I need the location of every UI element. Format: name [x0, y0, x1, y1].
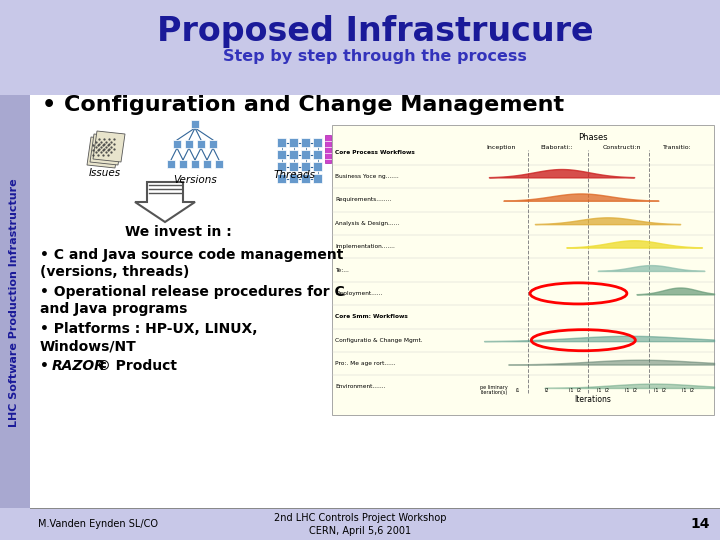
Text: © Product: © Product	[97, 359, 177, 373]
Text: Elaborati::: Elaborati::	[541, 145, 573, 150]
Text: Deployment......: Deployment......	[335, 291, 382, 296]
Text: Configuratio & Change Mgmt.: Configuratio & Change Mgmt.	[335, 338, 423, 343]
Bar	[301, 150, 310, 159]
Text: Threads: Threads	[274, 170, 316, 180]
Text: Proposed Infrastrucure: Proposed Infrastrucure	[157, 16, 593, 49]
Text: and Java programs: and Java programs	[40, 302, 187, 316]
Text: i1  i2: i1 i2	[597, 388, 609, 393]
Text: • Platforms : HP-UX, LINUX,: • Platforms : HP-UX, LINUX,	[40, 322, 258, 336]
Text: Step by step through the process: Step by step through the process	[223, 50, 527, 64]
Bar	[301, 138, 310, 147]
Bar	[313, 162, 322, 171]
Text: i1  i2: i1 i2	[625, 388, 637, 393]
Text: i1  i2: i1 i2	[654, 388, 665, 393]
Text: Analysis & Design......: Analysis & Design......	[335, 221, 400, 226]
Text: Environment.......: Environment.......	[335, 384, 385, 389]
Text: Phases: Phases	[578, 133, 608, 142]
Bar	[209, 140, 217, 148]
Text: i1  i2: i1 i2	[682, 388, 694, 393]
Bar	[277, 138, 286, 147]
Text: i2: i2	[544, 388, 549, 393]
Text: i1: i1	[516, 388, 521, 393]
Text: M.Vanden Eynden SL/CO: M.Vanden Eynden SL/CO	[38, 519, 158, 529]
Text: Requirements........: Requirements........	[335, 197, 391, 202]
Bar	[30, 95, 720, 508]
Polygon shape	[135, 182, 195, 222]
Bar	[289, 138, 298, 147]
Bar	[277, 162, 286, 171]
Bar	[289, 150, 298, 159]
Text: We invest in :: We invest in :	[125, 225, 231, 239]
Text: Constructi:n: Constructi:n	[603, 145, 642, 150]
Bar	[191, 160, 199, 168]
Text: Iterations: Iterations	[575, 395, 611, 404]
Bar	[289, 174, 298, 183]
Bar	[203, 160, 211, 168]
Text: Transitio:: Transitio:	[663, 145, 692, 150]
Bar	[313, 150, 322, 159]
Text: Implementation.......: Implementation.......	[335, 244, 395, 249]
Polygon shape	[90, 134, 122, 165]
Text: Business Yoce ng.......: Business Yoce ng.......	[335, 174, 399, 179]
Polygon shape	[93, 131, 125, 162]
Bar	[277, 174, 286, 183]
Bar	[277, 150, 286, 159]
Text: Pro:. Me age rort......: Pro:. Me age rort......	[335, 361, 395, 366]
Bar	[215, 160, 223, 168]
Text: Te:...: Te:...	[335, 267, 349, 273]
Text: pe liminary
iteration(s): pe liminary iteration(s)	[480, 384, 508, 395]
Bar	[173, 140, 181, 148]
Text: • Operational release procedures for C: • Operational release procedures for C	[40, 285, 345, 299]
Text: i1  i2: i1 i2	[569, 388, 580, 393]
Text: LHC Software Production Infrastructure: LHC Software Production Infrastructure	[9, 179, 19, 427]
Text: Inception: Inception	[486, 145, 516, 150]
Text: Core Smm: Workflows: Core Smm: Workflows	[335, 314, 408, 319]
Text: • C and Java source code management: • C and Java source code management	[40, 248, 343, 262]
Bar	[325, 135, 331, 163]
Bar	[185, 140, 193, 148]
Bar	[0, 0, 720, 95]
Bar	[289, 162, 298, 171]
Bar	[313, 138, 322, 147]
Text: (versions, threads): (versions, threads)	[40, 265, 189, 279]
Bar	[301, 162, 310, 171]
Bar	[0, 508, 720, 540]
Bar	[179, 160, 187, 168]
Text: CERN, April 5,6 2001: CERN, April 5,6 2001	[309, 526, 411, 536]
Bar	[197, 140, 205, 148]
Bar	[301, 174, 310, 183]
Bar	[0, 95, 30, 508]
Bar	[332, 125, 714, 415]
Text: 14: 14	[690, 517, 710, 531]
Text: Windows/NT: Windows/NT	[40, 339, 137, 353]
Text: •: •	[40, 359, 54, 373]
Text: Issues: Issues	[89, 168, 121, 178]
Text: Versions: Versions	[173, 175, 217, 185]
Bar	[313, 174, 322, 183]
Text: RAZOR: RAZOR	[52, 359, 106, 373]
Text: 2nd LHC Controls Project Workshop: 2nd LHC Controls Project Workshop	[274, 513, 446, 523]
Bar	[167, 160, 175, 168]
Text: • Configuration and Change Management: • Configuration and Change Management	[42, 95, 564, 115]
Polygon shape	[87, 137, 119, 168]
Text: Core Process Workflows: Core Process Workflows	[335, 151, 415, 156]
Bar	[191, 120, 199, 128]
